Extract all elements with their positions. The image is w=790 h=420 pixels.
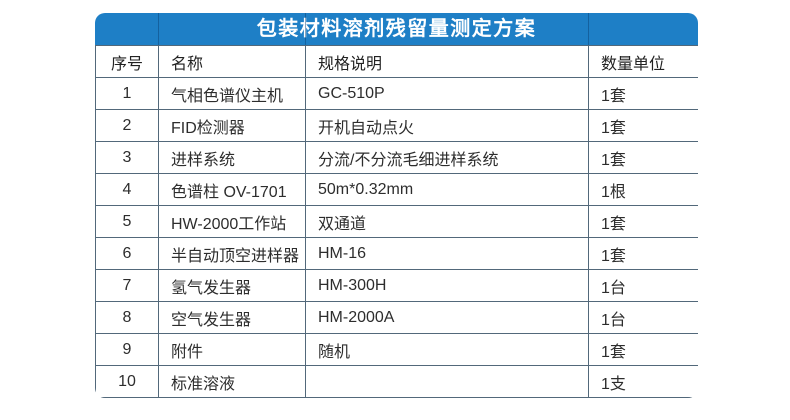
cell-spec: [305, 365, 589, 398]
table-row: 5 HW-2000工作站 双通道 1套: [95, 205, 698, 238]
cell-name: FID检测器: [158, 109, 306, 142]
cell-name: 进样系统: [158, 141, 306, 174]
table-row: 4 色谱柱 OV-1701 50m*0.32mm 1根: [95, 173, 698, 206]
header-qty: 数量单位: [588, 45, 698, 78]
cell-index: 5: [95, 205, 159, 238]
cell-index: 2: [95, 109, 159, 142]
cell-index: 6: [95, 237, 159, 270]
banner-column-divider: [588, 13, 589, 45]
cell-name: HW-2000工作站: [158, 205, 306, 238]
table-header-row: 序号 名称 规格说明 数量单位: [95, 45, 698, 78]
cell-name: 氢气发生器: [158, 269, 306, 302]
cell-qty: 1套: [588, 77, 698, 110]
cell-qty: 1套: [588, 109, 698, 142]
table-row: 2 FID检测器 开机自动点火 1套: [95, 109, 698, 142]
cell-index: 9: [95, 333, 159, 366]
cell-name: 标准溶液: [158, 365, 306, 398]
cell-spec: HM-2000A: [305, 301, 589, 334]
table-title: 包装材料溶剂残留量测定方案: [256, 18, 537, 40]
banner-column-divider: [158, 13, 159, 45]
cell-name: 附件: [158, 333, 306, 366]
header-name: 名称: [158, 45, 306, 78]
cell-index: 8: [95, 301, 159, 334]
cell-index: 7: [95, 269, 159, 302]
table-row: 10 标准溶液 1支: [95, 365, 698, 398]
cell-index: 1: [95, 77, 159, 110]
table-row: 3 进样系统 分流/不分流毛细进样系统 1套: [95, 141, 698, 174]
cell-qty: 1套: [588, 141, 698, 174]
cell-spec: HM-16: [305, 237, 589, 270]
table-row: 6 半自动顶空进样器 HM-16 1套: [95, 237, 698, 270]
cell-spec: 分流/不分流毛细进样系统: [305, 141, 589, 174]
header-spec: 规格说明: [305, 45, 589, 78]
table-container: 序号 名称 规格说明 数量单位 1 气相色谱仪主机 GC-510P 1套 2 F…: [95, 45, 698, 398]
cell-index: 3: [95, 141, 159, 174]
cell-spec: 双通道: [305, 205, 589, 238]
cell-spec: 开机自动点火: [305, 109, 589, 142]
cell-name: 色谱柱 OV-1701: [158, 173, 306, 206]
cell-name: 气相色谱仪主机: [158, 77, 306, 110]
header-index: 序号: [95, 45, 159, 78]
banner-column-divider: [305, 13, 306, 45]
cell-qty: 1套: [588, 333, 698, 366]
title-banner: 包装材料溶剂残留量测定方案: [95, 13, 698, 45]
table-row: 9 附件 随机 1套: [95, 333, 698, 366]
cell-spec: GC-510P: [305, 77, 589, 110]
cell-name: 空气发生器: [158, 301, 306, 334]
cell-spec: HM-300H: [305, 269, 589, 302]
cell-name: 半自动顶空进样器: [158, 237, 306, 270]
cell-qty: 1支: [588, 365, 698, 398]
cell-spec: 50m*0.32mm: [305, 173, 589, 206]
table-row: 8 空气发生器 HM-2000A 1台: [95, 301, 698, 334]
cell-index: 10: [95, 365, 159, 398]
table-body: 1 气相色谱仪主机 GC-510P 1套 2 FID检测器 开机自动点火 1套 …: [95, 77, 698, 398]
cell-qty: 1台: [588, 269, 698, 302]
cell-qty: 1套: [588, 237, 698, 270]
table-row: 1 气相色谱仪主机 GC-510P 1套: [95, 77, 698, 110]
table-row: 7 氢气发生器 HM-300H 1台: [95, 269, 698, 302]
cell-index: 4: [95, 173, 159, 206]
cell-qty: 1根: [588, 173, 698, 206]
spec-table-card: 包装材料溶剂残留量测定方案 序号 名称 规格说明 数量单位 1 气相色谱仪主机 …: [95, 13, 698, 398]
spec-table: 序号 名称 规格说明 数量单位 1 气相色谱仪主机 GC-510P 1套 2 F…: [95, 45, 698, 398]
cell-spec: 随机: [305, 333, 589, 366]
cell-qty: 1套: [588, 205, 698, 238]
cell-qty: 1台: [588, 301, 698, 334]
